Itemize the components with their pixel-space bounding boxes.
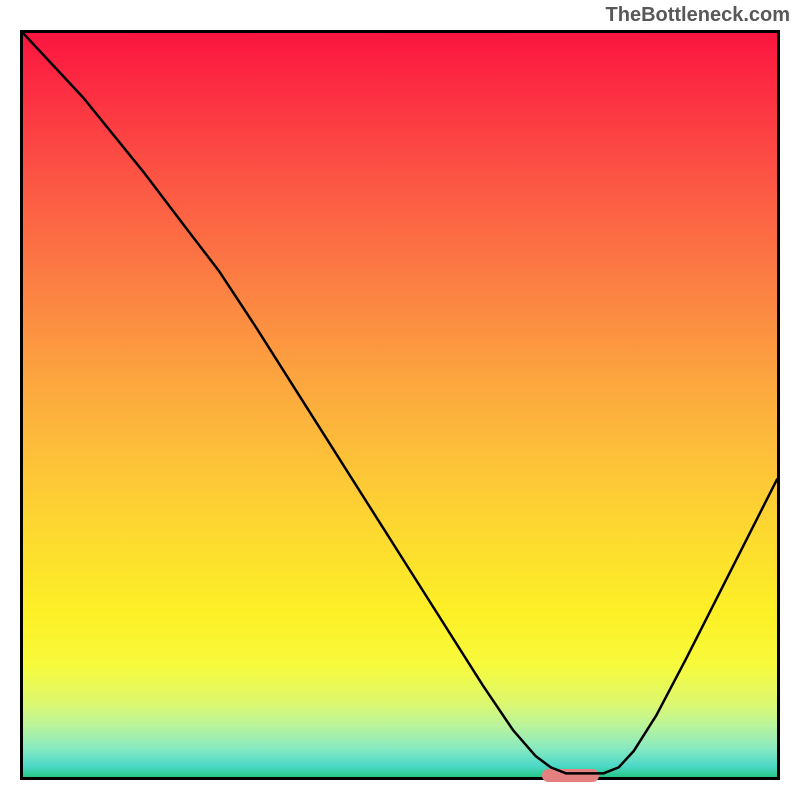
bottleneck-chart: [20, 30, 780, 780]
watermark-text: TheBottleneck.com: [606, 4, 790, 27]
bottleneck-curve: [23, 33, 777, 777]
